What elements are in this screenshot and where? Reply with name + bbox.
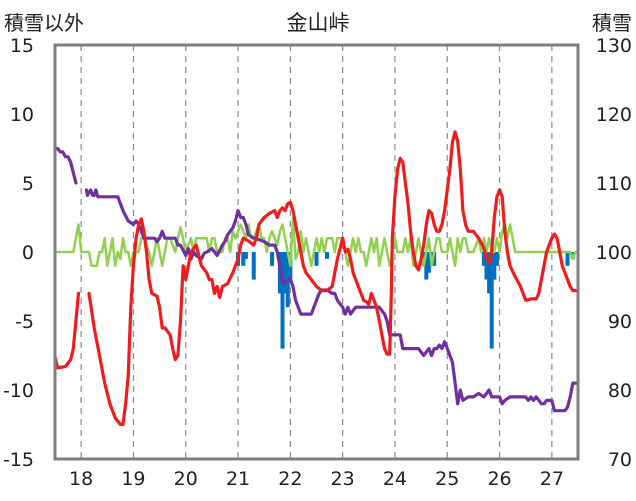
precip_bars-bar xyxy=(241,252,246,266)
precip_bars-bar xyxy=(484,252,489,280)
left-tick-labels: 15 10 5 0 -5 -10 -15 xyxy=(3,35,34,471)
plot-frame xyxy=(53,43,580,461)
snow_depth-line xyxy=(84,188,580,413)
x-tick-label: 24 xyxy=(383,468,407,490)
x-tick-label: 19 xyxy=(121,468,145,490)
precip_bars-bar xyxy=(324,252,329,259)
right-tick-label: 120 xyxy=(596,104,632,126)
right-tick-label: 100 xyxy=(596,242,632,264)
precip_bars-bar xyxy=(489,252,494,349)
precip_bars-bar xyxy=(487,252,492,294)
precip_bars-bar xyxy=(270,252,275,266)
x-tick-labels: 18 19 20 21 22 23 24 25 26 27 xyxy=(69,468,564,490)
plot-series xyxy=(53,130,580,427)
precip_bars-bar xyxy=(424,252,429,280)
precip_bars-bar xyxy=(565,252,570,266)
x-tick-label: 25 xyxy=(435,468,459,490)
series-snow_depth xyxy=(53,146,580,413)
left-tick-label: -10 xyxy=(3,380,34,402)
x-tick-label: 27 xyxy=(540,468,564,490)
precip_bars-bar xyxy=(280,252,285,349)
x-tick-label: 21 xyxy=(226,468,250,490)
precip_bars-bar xyxy=(494,252,499,266)
temperature-line xyxy=(87,130,580,427)
precip_bars-bar xyxy=(481,252,486,266)
chart-title: 金山峠 xyxy=(287,11,350,35)
x-tick-label: 22 xyxy=(278,468,302,490)
x-tick-label: 18 xyxy=(69,468,93,490)
left-tick-label: -5 xyxy=(15,311,34,333)
vertical-gridlines xyxy=(80,45,553,459)
right-tick-label: 70 xyxy=(608,449,632,471)
left-tick-label: 5 xyxy=(22,173,34,195)
left-tick-label: -15 xyxy=(3,449,34,471)
snow_depth-line xyxy=(53,146,78,185)
left-tick-label: 0 xyxy=(22,242,34,264)
green_series-line xyxy=(53,216,580,268)
right-axis-label: 積雪 xyxy=(592,11,632,35)
right-tick-label: 110 xyxy=(596,173,632,195)
right-tick-label: 90 xyxy=(608,311,632,333)
series-temperature xyxy=(53,130,580,427)
left-tick-label: 15 xyxy=(10,35,34,57)
precip_bars-bar xyxy=(492,252,497,280)
precip_bars-bar xyxy=(314,252,319,266)
left-tick-label: 10 xyxy=(10,104,34,126)
x-tick-label: 23 xyxy=(331,468,355,490)
right-tick-label: 130 xyxy=(596,35,632,57)
left-axis-label: 積雪以外 xyxy=(4,11,84,35)
temperature-line xyxy=(53,291,81,370)
precip_bars-bar xyxy=(243,252,248,259)
x-tick-label: 26 xyxy=(487,468,511,490)
right-tick-labels: 130 120 110 100 90 80 70 xyxy=(596,35,632,471)
precip_bars-bar xyxy=(251,252,256,280)
right-tick-label: 80 xyxy=(608,380,632,402)
precip_bars-bar xyxy=(426,252,431,273)
x-tick-label: 20 xyxy=(174,468,198,490)
precip_bars-bar xyxy=(421,252,426,266)
precip_bars-bar xyxy=(432,252,437,266)
precip_bars-bar xyxy=(283,252,288,294)
series-green_series xyxy=(53,216,580,268)
